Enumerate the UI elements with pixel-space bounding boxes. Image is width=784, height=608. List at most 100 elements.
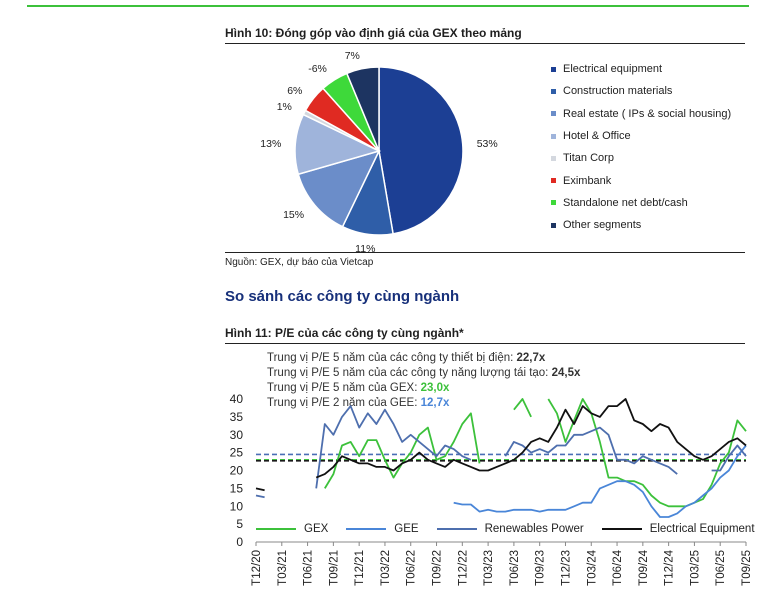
x-tick-label: T03/25 <box>689 550 701 586</box>
series-line-gex <box>513 398 532 418</box>
legend-label: GEX <box>304 523 329 535</box>
legend-item-construction-materials: Construction materials <box>551 80 751 102</box>
legend-label: Renewables Power <box>484 523 584 535</box>
series-line-electrical-equipment <box>315 398 747 479</box>
annotation-gex-median: Trung vị P/E 5 năm của GEX: 23,0x <box>267 382 449 394</box>
x-tick-label: T06/24 <box>612 549 624 585</box>
legend-item-electrical-equipment: Electrical Equipment <box>601 523 755 535</box>
pie-label-standalone-net-debt-cash: -6% <box>308 63 327 75</box>
x-tick-label: T09/22 <box>432 550 444 586</box>
legend-line <box>346 528 387 530</box>
x-tick-label: T09/21 <box>328 550 340 586</box>
pie-label-eximbank: 6% <box>287 85 302 97</box>
annotation-value: 23,0x <box>420 382 450 394</box>
pie-label-hotel-office: 13% <box>260 138 281 150</box>
legend-label: Titan Corp <box>563 152 614 165</box>
annotation-value: 24,5x <box>551 367 581 379</box>
pie-label-real-estate-ips-social-housing: 15% <box>283 209 304 221</box>
legend-swatch <box>551 222 556 228</box>
legend-line <box>436 528 477 530</box>
annotation-electrical-median: Trung vị P/E 5 năm của các công ty thiết… <box>267 352 545 364</box>
legend-label: GEE <box>394 523 419 535</box>
legend-item-standalone-net-debt-cash: Standalone net debt/cash <box>551 192 751 214</box>
legend-swatch <box>551 178 556 184</box>
y-tick-label: 35 <box>230 410 244 424</box>
x-tick-label: T12/20 <box>251 550 263 586</box>
legend-item-real-estate-ips-social-housing: Real estate ( IPs & social housing) <box>551 103 751 125</box>
y-tick-label: 40 <box>230 392 244 406</box>
legend-swatch <box>551 88 556 94</box>
legend-label: Electrical equipment <box>563 63 663 76</box>
legend-item-renewables-power: Renewables Power <box>436 523 584 535</box>
legend-line <box>256 528 296 530</box>
pie-legend: Electrical equipment Construction materia… <box>551 58 751 236</box>
legend-swatch <box>551 200 556 206</box>
x-tick-label: T09/25 <box>741 550 753 586</box>
legend-label: Real estate ( IPs & social housing) <box>563 107 732 120</box>
legend-item-hotel-office: Hotel & Office <box>551 125 751 147</box>
series-line-renewables-power <box>255 494 265 499</box>
legend-label: Hotel & Office <box>563 130 631 143</box>
legend-item-titan-corp: Titan Corp <box>551 147 751 169</box>
series-line-electrical-equipment <box>255 487 265 492</box>
series-line-renewables-power <box>711 444 747 472</box>
pie-slice-hotel-office <box>294 113 382 176</box>
pie-label-electrical-equipment: 53% <box>477 138 498 150</box>
annotation-renewable-median: Trung vị P/E 5 năm của các công ty năng … <box>267 367 580 379</box>
legend-item-eximbank: Eximbank <box>551 169 751 191</box>
section-title: So sánh các công ty cùng ngành <box>225 288 460 305</box>
series-line-renewables-power <box>504 426 678 475</box>
pie-slice-real-estate-ips-social-housing <box>297 149 381 228</box>
x-tick-label: T12/23 <box>561 550 573 586</box>
legend-label: Standalone net debt/cash <box>563 196 688 209</box>
x-tick-label: T12/22 <box>457 550 469 586</box>
figure-10-source: Nguồn: GEX, dự báo của Vietcap <box>225 257 374 268</box>
line-legend: GEX GEE Renewables Power Electrical Equi… <box>256 523 773 535</box>
top-divider <box>27 5 749 7</box>
y-tick-label: 0 <box>236 535 243 549</box>
figure-10-title: Hình 10: Đóng góp vào định giá của GEX t… <box>225 26 522 40</box>
legend-line <box>601 528 642 530</box>
pie-slice-other-segments <box>345 66 380 152</box>
pie-label-titan-corp: 1% <box>277 101 292 113</box>
y-tick-label: 15 <box>230 481 244 495</box>
annotation-text: Trung vị P/E 2 năm của GEE: <box>267 397 421 409</box>
pie-chart: 53%11%15%13%1%6%-6%7% <box>260 50 498 255</box>
y-tick-label: 5 <box>236 517 243 531</box>
x-tick-label: T06/25 <box>715 550 727 586</box>
series-line-gex <box>547 398 747 508</box>
x-tick-label: T06/21 <box>303 550 315 586</box>
figure-11-top-rule <box>225 343 745 344</box>
x-tick-label: T09/24 <box>638 549 650 585</box>
figure-11-title: Hình 11: P/E của các công ty cùng ngành* <box>225 326 464 340</box>
legend-label: Construction materials <box>563 85 673 98</box>
annotation-gee-median: Trung vị P/E 2 năm của GEE: 12,7x <box>267 397 449 409</box>
figure-10-bottom-rule <box>225 252 745 253</box>
x-tick-label: T03/22 <box>380 550 392 586</box>
annotation-text: Trung vị P/E 5 năm của các công ty năng … <box>267 367 552 379</box>
pie-slice-electrical-equipment <box>378 66 464 235</box>
x-tick-label: T12/21 <box>354 550 366 586</box>
pie-label-other-segments: 7% <box>345 50 360 62</box>
x-tick-label: T06/23 <box>509 550 521 586</box>
x-tick-label: T03/21 <box>277 550 289 586</box>
legend-item-other-segments: Other segments <box>551 214 751 236</box>
figure-10-top-rule <box>225 43 745 44</box>
legend-item-gee: GEE <box>346 523 419 535</box>
legend-label: Other segments <box>563 219 642 232</box>
y-tick-label: 30 <box>230 428 244 442</box>
annotation-text: Trung vị P/E 5 năm của GEX: <box>267 382 421 394</box>
x-tick-label: T06/22 <box>406 550 418 586</box>
y-tick-label: 20 <box>230 464 244 478</box>
annotation-value: 12,7x <box>420 397 450 409</box>
legend-label: Eximbank <box>563 174 612 187</box>
legend-item-electrical-equipment: Electrical equipment <box>551 58 751 80</box>
series-line-renewables-power <box>315 405 472 489</box>
legend-swatch <box>551 111 556 117</box>
x-tick-label: T12/24 <box>664 549 676 585</box>
annotation-text: Trung vị P/E 5 năm của các công ty thiết… <box>267 352 517 364</box>
series-line-gee <box>453 444 747 518</box>
x-tick-label: T09/23 <box>535 550 547 586</box>
legend-swatch <box>551 133 556 139</box>
